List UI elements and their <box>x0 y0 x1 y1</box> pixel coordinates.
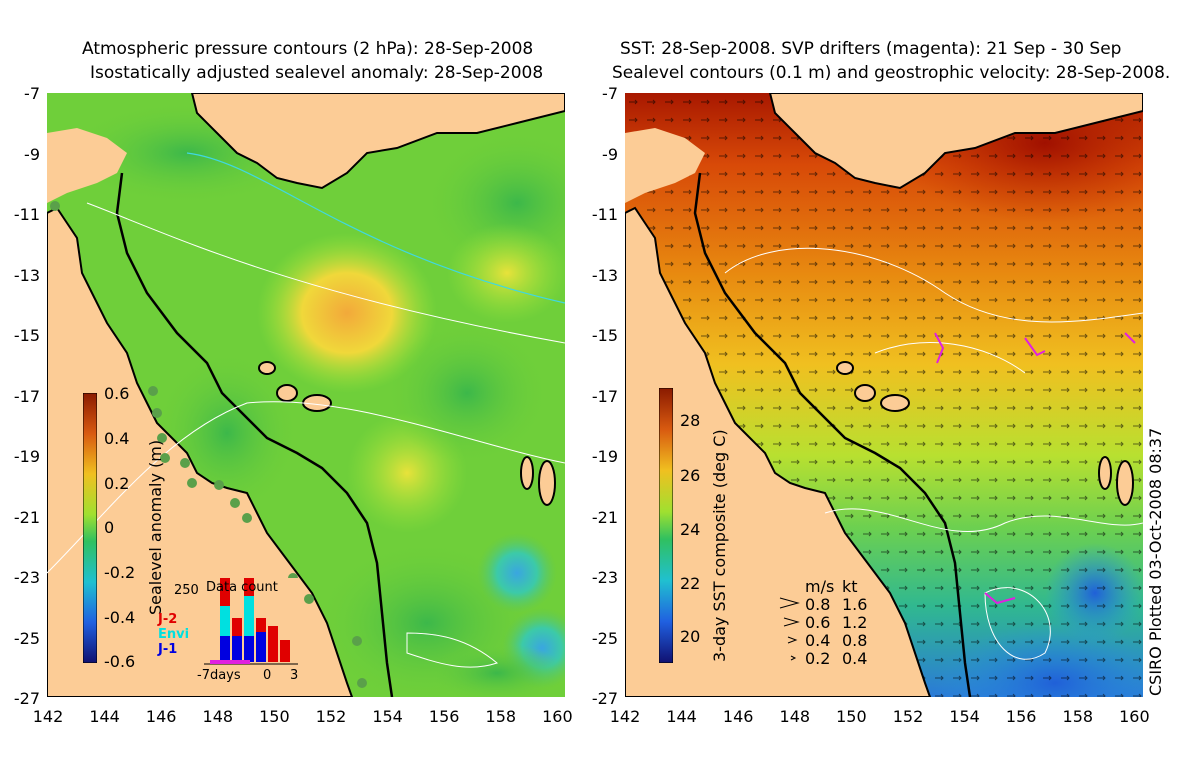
right-cb-tick-4: 20 <box>680 627 701 646</box>
right-x-tick-3: 148 <box>779 707 811 726</box>
left-title-line2: Isostatically adjusted sealevel anomaly:… <box>90 63 544 83</box>
left-x-tick-4: 150 <box>259 707 290 726</box>
left-y-tick-10: -27 <box>13 689 40 708</box>
inset-x-label-end: 3 <box>290 668 299 683</box>
right-colorbar <box>659 388 673 663</box>
right-y-tick-9: -25 <box>591 628 618 648</box>
left-map <box>47 93 565 697</box>
right-cb-tick-0: 28 <box>680 411 701 430</box>
right-x-tick-9: 160 <box>1119 707 1150 726</box>
left-colorbar <box>83 393 97 663</box>
left-x-tick-0: 142 <box>32 707 64 726</box>
left-x-tick-7: 156 <box>428 707 460 726</box>
right-y-tick-7: -21 <box>591 507 618 527</box>
velocity-key-kt-header: kt <box>842 577 858 596</box>
left-x-tick-2: 146 <box>145 707 177 726</box>
right-y-tick-2: -11 <box>591 205 618 224</box>
left-x-tick-8: 158 <box>485 707 517 726</box>
velocity-key-row-2-kt: 0.8 <box>842 631 868 650</box>
velocity-key-ms-header: m/s <box>805 577 835 596</box>
left-y-tick-0: -7 <box>24 84 40 103</box>
left-colorbar-label: Sealevel anomaly (m) <box>146 439 165 615</box>
left-cb-tick-1: 0.4 <box>104 429 130 448</box>
left-y-tick-9: -25 <box>13 628 40 648</box>
right-x-tick-7: 156 <box>1005 707 1037 726</box>
left-y-tick-7: -21 <box>13 507 40 527</box>
right-title-line1: SST: 28-Sep-2008. SVP drifters (magenta)… <box>620 39 1122 59</box>
velocity-key-arrows <box>779 597 800 661</box>
right-colorbar-label: 3-day SST composite (deg C) <box>710 429 729 662</box>
inset-legend-j2: J-2 <box>158 612 178 627</box>
right-y-tick-6: -19 <box>591 447 618 466</box>
right-y-tick-4: -15 <box>591 326 618 345</box>
left-y-tick-4: -15 <box>13 326 40 345</box>
right-y-tick-0: -7 <box>602 84 618 103</box>
right-x-tick-2: 146 <box>722 707 754 726</box>
right-y-tick-10: -27 <box>591 689 618 708</box>
left-cb-tick-0: 0.6 <box>104 384 130 403</box>
right-x-tick-6: 154 <box>949 707 980 726</box>
right-x-tick-5: 152 <box>892 707 924 726</box>
right-cb-tick-3: 22 <box>680 574 701 593</box>
left-y-tick-2: -11 <box>13 205 40 224</box>
left-y-tick-1: -9 <box>24 144 40 164</box>
inset-ymax: 250 <box>174 583 199 598</box>
left-x-tick-9: 160 <box>542 707 573 726</box>
left-cb-tick-3: 0 <box>104 518 115 537</box>
velocity-key-row-2-ms: 0.4 <box>805 631 831 650</box>
velocity-key-row-3-kt: 0.4 <box>842 649 868 668</box>
right-y-tick-8: -23 <box>591 568 618 587</box>
inset-legend-envi: Envi <box>158 627 190 642</box>
right-x-tick-4: 150 <box>836 707 867 726</box>
right-x-tick-0: 142 <box>609 707 641 726</box>
left-y-tick-8: -23 <box>13 568 40 587</box>
left-x-tick-5: 152 <box>315 707 347 726</box>
left-y-tick-5: -17 <box>13 386 40 406</box>
inset-x-label-zero: 0 <box>263 668 272 683</box>
left-cb-tick-4: -0.2 <box>104 563 136 582</box>
left-y-tick-3: -13 <box>13 265 40 285</box>
left-y-tick-6: -19 <box>13 447 40 466</box>
left-cb-tick-2: 0.2 <box>104 474 130 493</box>
velocity-key-row-0-ms: 0.8 <box>805 595 831 614</box>
left-cb-tick-5: -0.4 <box>104 608 136 627</box>
left-x-tick-1: 144 <box>89 707 120 726</box>
right-y-tick-5: -17 <box>591 386 618 406</box>
velocity-key-row-3-ms: 0.2 <box>805 649 831 668</box>
right-x-tick-1: 144 <box>666 707 697 726</box>
right-cb-tick-2: 24 <box>680 520 701 539</box>
right-cb-tick-1: 26 <box>680 466 701 485</box>
right-y-tick-1: -9 <box>602 144 618 164</box>
right-title-line2: Sealevel contours (0.1 m) and geostrophi… <box>612 63 1171 83</box>
data-count-inset <box>202 578 298 665</box>
left-x-tick-6: 154 <box>372 707 403 726</box>
velocity-key-row-0-kt: 1.6 <box>842 595 868 614</box>
inset-legend-j1: J-1 <box>158 642 178 657</box>
velocity-key-row-1-ms: 0.6 <box>805 613 831 632</box>
inset-title: Data count <box>206 580 278 595</box>
right-map <box>625 93 1143 697</box>
inset-x-label-start: -7days <box>197 668 241 683</box>
right-y-tick-3: -13 <box>591 265 618 285</box>
left-cb-tick-6: -0.6 <box>104 652 136 671</box>
left-x-tick-3: 148 <box>202 707 234 726</box>
left-title-line1: Atmospheric pressure contours (2 hPa): 2… <box>82 39 534 59</box>
velocity-key-row-1-kt: 1.2 <box>842 613 868 632</box>
right-x-tick-8: 158 <box>1062 707 1094 726</box>
plot-credit: CSIRO Plotted 03-Oct-2008 08:37 <box>1146 427 1165 696</box>
